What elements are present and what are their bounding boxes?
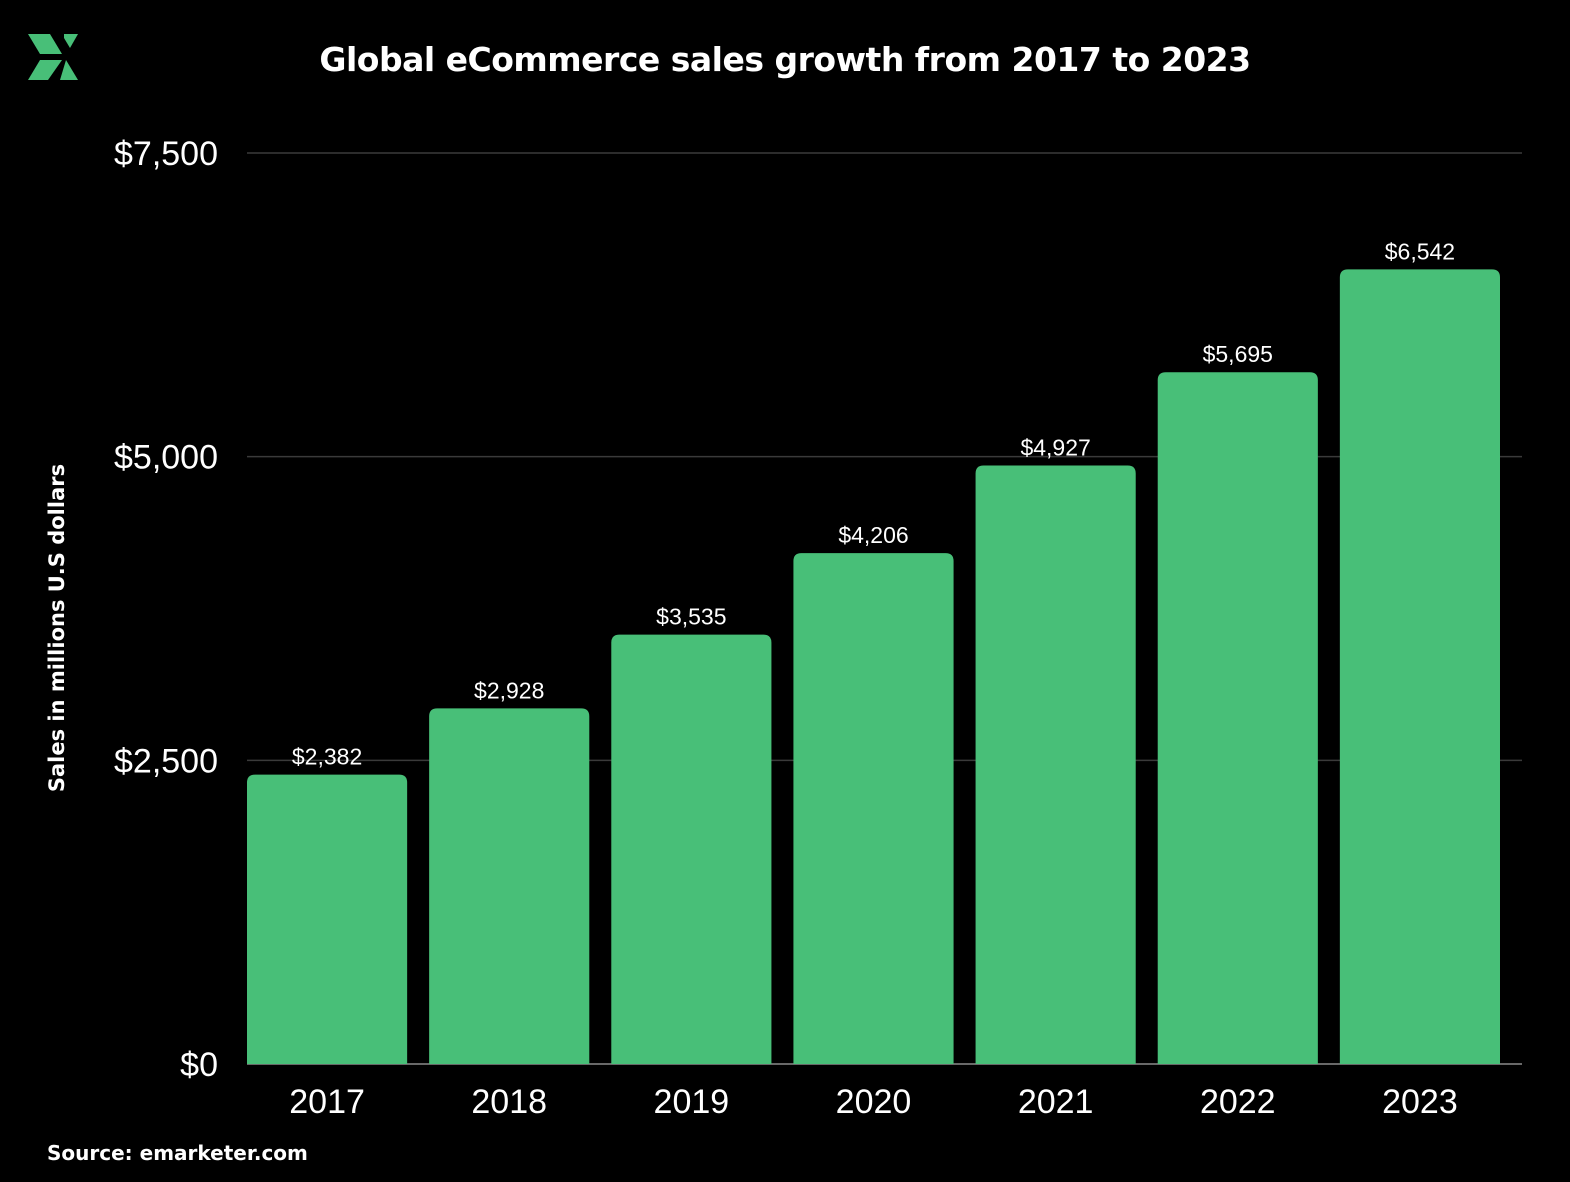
data-label: $3,535 <box>656 604 726 630</box>
bar-2019 <box>611 634 772 1064</box>
chart-title: Global eCommerce sales growth from 2017 … <box>319 40 1251 79</box>
x-tick-label: 2023 <box>1382 1083 1458 1121</box>
bar-2021 <box>975 465 1136 1065</box>
data-label: $2,382 <box>292 744 362 770</box>
x-tick-label: 2019 <box>654 1083 730 1121</box>
data-label: $2,928 <box>474 677 544 703</box>
bar-2023 <box>1339 269 1500 1064</box>
x-tick-label: 2022 <box>1200 1083 1276 1121</box>
x-tick-label: 2020 <box>836 1083 912 1121</box>
bar-2022 <box>1157 372 1318 1065</box>
y-tick-label: $0 <box>180 1046 218 1084</box>
bar-2020 <box>793 553 954 1064</box>
source-note: Source: emarketer.com <box>47 1141 308 1165</box>
x-tick-label: 2018 <box>471 1083 547 1121</box>
data-label: $4,206 <box>838 522 908 548</box>
x-tick-label: 2017 <box>289 1083 365 1121</box>
data-label: $4,927 <box>1020 435 1090 461</box>
brand-x-logo-icon <box>28 34 78 80</box>
y-tick-label: $2,500 <box>114 742 218 780</box>
y-tick-label: $7,500 <box>114 135 218 173</box>
data-label: $6,542 <box>1385 238 1455 264</box>
bar-2017 <box>247 774 408 1064</box>
x-tick-label: 2021 <box>1018 1083 1094 1121</box>
y-tick-label: $5,000 <box>114 439 218 477</box>
bar-2018 <box>429 708 590 1064</box>
data-label: $5,695 <box>1203 341 1273 367</box>
